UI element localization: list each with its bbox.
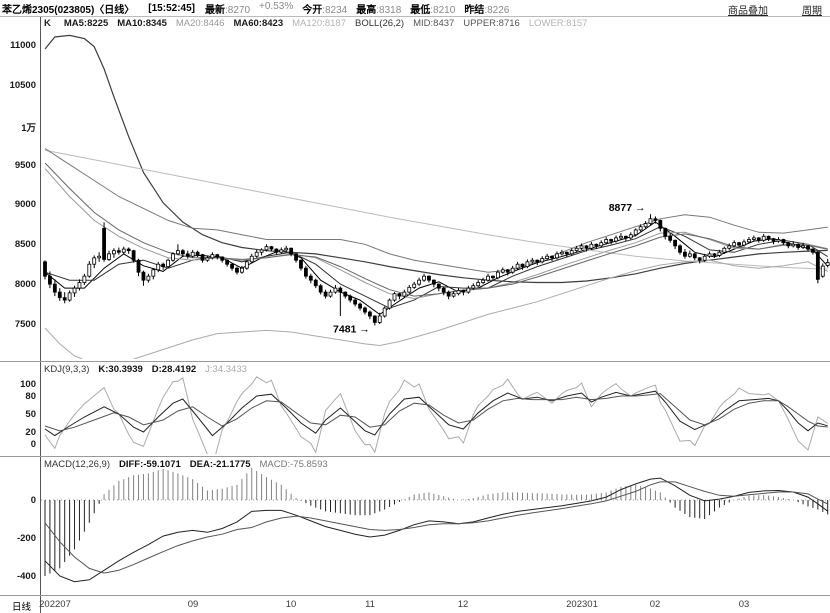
quote-label: 今开	[302, 4, 323, 16]
quote-label: 最低	[410, 4, 431, 16]
period-link[interactable]: 周期	[802, 6, 822, 17]
top-links: 商品叠加 周期	[728, 2, 822, 17]
quote-item: 昨结:8226	[464, 1, 509, 16]
quote-item: +0.53%	[259, 1, 293, 16]
quote-label: 最新	[204, 4, 225, 16]
quote-label: 最高	[356, 4, 377, 16]
svg-text:8877 →: 8877 →	[609, 202, 646, 214]
overlay-link[interactable]: 商品叠加	[728, 6, 768, 17]
quote-label: 昨结	[464, 4, 485, 16]
quote-value: :8210	[430, 4, 456, 16]
svg-text:7481 →: 7481 →	[333, 324, 370, 336]
quote-item: 今开:8234	[302, 1, 347, 16]
instrument-title: 苯乙烯2305(023805)〈日线〉	[2, 4, 135, 16]
quote-value: :8318	[376, 4, 402, 16]
quote-value: :8226	[484, 4, 510, 16]
quote-value: :8270	[224, 4, 251, 16]
quote-item: 最低:8210	[410, 1, 455, 16]
quote-time: [15:52:45]	[148, 2, 195, 14]
quote-strip: 最新:8270 +0.53% 今开:8234 最高:8318 最低:8210 昨结:822…	[205, 1, 509, 16]
period-indicator[interactable]: 日线	[12, 602, 32, 613]
quote-value: +0.53%	[259, 0, 294, 12]
quote-item: 最高:8318	[356, 1, 401, 16]
title-bar: 苯乙烯2305(023805)〈日线〉 [15:52:45] 最新:8270 +0…	[0, 0, 830, 16]
quote-value: :8234	[322, 4, 348, 16]
quote-item: 最新:8270	[205, 1, 250, 16]
